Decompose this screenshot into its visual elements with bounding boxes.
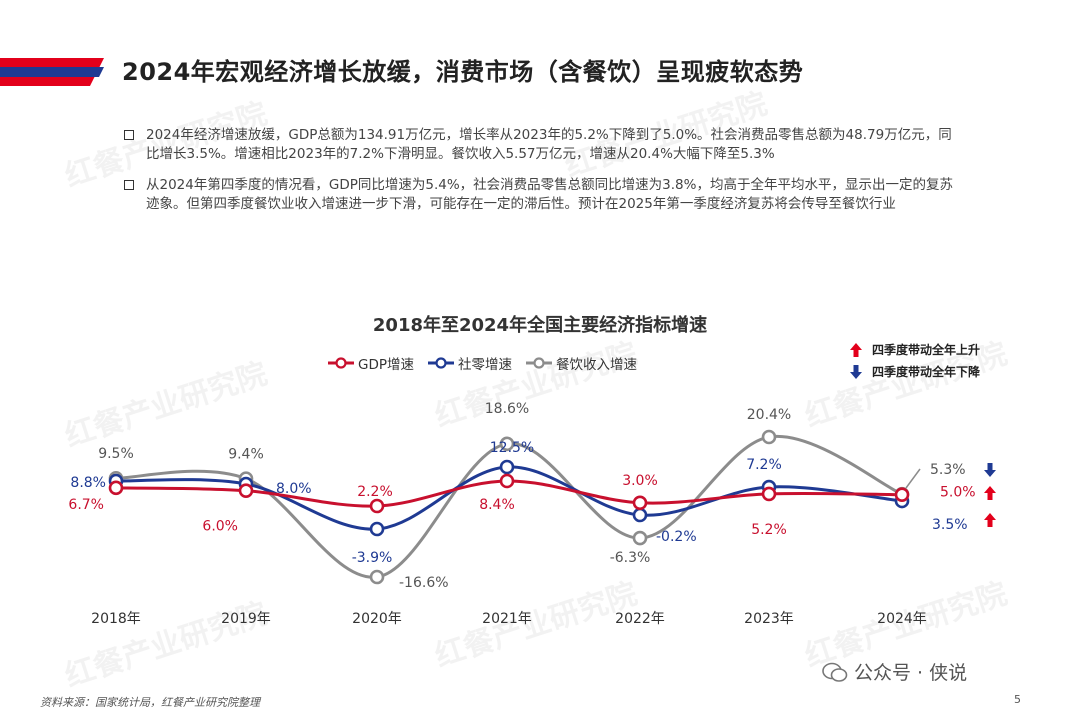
bullet-text: 2024年经济增速放缓，GDP总额为134.91万亿元，增长率从2023年的5.… — [146, 127, 952, 162]
square-bullet-icon — [124, 130, 134, 140]
data-label: 12.5% — [490, 440, 534, 456]
data-point — [894, 487, 910, 503]
bullet-item: 2024年经济增速放缓，GDP总额为134.91万亿元，增长率从2023年的5.… — [124, 126, 954, 164]
bullet-item: 从2024年第四季度的情况看，GDP同比增速为5.4%，社会消费品零售总额同比增… — [124, 176, 954, 214]
up-arrow-icon — [984, 513, 996, 527]
data-point — [499, 459, 515, 475]
data-label: 3.5% — [932, 517, 968, 533]
data-label: 9.4% — [228, 447, 264, 463]
data-point — [369, 498, 385, 514]
data-label: 6.7% — [68, 497, 104, 513]
data-point — [369, 521, 385, 537]
data-label: 3.0% — [622, 473, 658, 489]
data-label: 8.0% — [276, 481, 312, 497]
page-number: 5 — [1014, 693, 1021, 706]
x-tick-label: 2018年 — [91, 611, 141, 627]
legend-marker-icon — [328, 357, 354, 369]
data-point — [238, 471, 254, 486]
data-point — [369, 569, 385, 585]
data-point — [632, 507, 648, 523]
data-label: 7.2% — [746, 457, 782, 473]
data-point — [632, 530, 648, 546]
data-label: 20.4% — [747, 407, 791, 423]
legend-label: GDP增速 — [358, 357, 414, 373]
indicator-up-label: 四季度带动全年上升 — [872, 343, 981, 357]
watermark-text: 红餐产业研究院 — [60, 356, 272, 455]
chart-title: 2018年至2024年全国主要经济指标增速 — [372, 315, 708, 336]
leader-line — [905, 468, 921, 489]
data-point — [761, 486, 777, 502]
data-label: 2.2% — [357, 484, 393, 500]
data-label: -16.6% — [399, 575, 449, 591]
bullet-list: 2024年经济增速放缓，GDP总额为134.91万亿元，增长率从2023年的5.… — [124, 126, 954, 226]
indicator-up: 四季度带动全年上升 — [850, 341, 980, 358]
watermark-text: 红餐产业研究院 — [60, 596, 272, 695]
data-point — [894, 493, 910, 509]
watermark-text: 红餐产业研究院 — [430, 336, 642, 435]
page-title: 2024年宏观经济增长放缓，消费市场（含餐饮）呈现疲软态势 — [122, 58, 804, 86]
up-arrow-icon — [850, 342, 862, 357]
down-arrow-icon — [850, 364, 862, 379]
data-label: -0.2% — [656, 529, 697, 545]
chart-legend: GDP增速 社零增速 餐饮收入增速 — [328, 353, 637, 373]
watermark-text: 红餐产业研究院 — [430, 576, 642, 675]
indicator-down: 四季度带动全年下降 — [850, 363, 980, 380]
legend-item: 餐饮收入增速 — [526, 353, 637, 373]
source-note: 资料来源：国家统计局，红餐产业研究院整理 — [40, 696, 260, 709]
wechat-label: 公众号 · 侠说 — [854, 662, 968, 684]
legend-label: 餐饮收入增速 — [556, 357, 637, 373]
data-label: 8.8% — [70, 475, 106, 491]
legend-item: GDP增速 — [328, 353, 414, 373]
data-point — [632, 495, 648, 511]
data-point — [238, 483, 254, 498]
x-tick-label: 2023年 — [744, 611, 794, 627]
legend-label: 社零增速 — [458, 357, 512, 373]
down-arrow-icon — [984, 463, 996, 477]
data-label: 5.0% — [940, 485, 976, 501]
wechat-icon — [822, 662, 848, 682]
data-point — [761, 429, 777, 445]
legend-marker-icon — [428, 357, 454, 369]
indicator-down-label: 四季度带动全年下降 — [872, 365, 981, 379]
series-line — [115, 465, 903, 531]
data-point — [108, 470, 124, 486]
data-label: -3.9% — [352, 550, 393, 566]
title-accent-band — [0, 58, 104, 86]
wechat-watermark: 公众号 · 侠说 — [822, 658, 967, 685]
data-point — [761, 479, 777, 495]
data-point — [499, 436, 515, 452]
series-line — [115, 434, 903, 579]
data-label: 5.3% — [930, 462, 966, 478]
square-bullet-icon — [124, 180, 134, 190]
up-arrow-icon — [984, 486, 996, 500]
legend-item: 社零增速 — [428, 353, 512, 373]
bullet-text: 从2024年第四季度的情况看，GDP同比增速为5.4%，社会消费品零售总额同比增… — [146, 177, 953, 212]
data-point — [238, 476, 254, 492]
data-point — [108, 473, 124, 489]
data-label: -6.3% — [610, 550, 651, 566]
data-label: 5.2% — [751, 522, 787, 538]
data-label: 8.4% — [479, 497, 515, 513]
x-tick-label: 2020年 — [352, 611, 402, 627]
data-label: 6.0% — [202, 519, 238, 535]
data-point — [499, 473, 515, 489]
legend-marker-icon — [526, 357, 552, 369]
data-point — [894, 486, 910, 502]
data-label: 9.5% — [98, 446, 134, 462]
data-point — [108, 480, 124, 496]
series-line — [115, 479, 903, 508]
